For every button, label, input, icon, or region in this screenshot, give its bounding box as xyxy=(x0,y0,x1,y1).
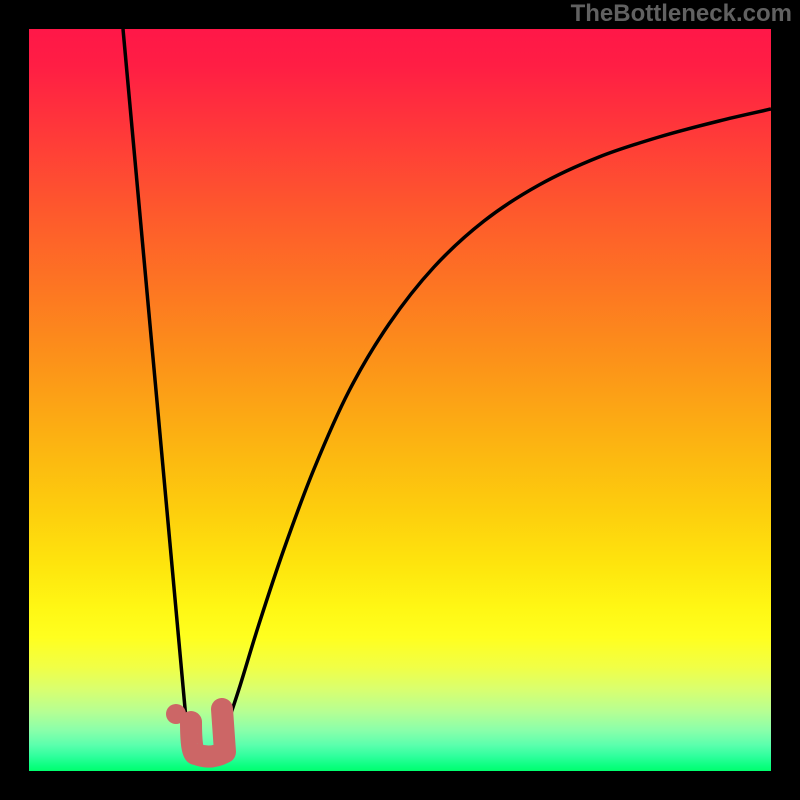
chart-container: TheBottleneck.com xyxy=(0,0,800,800)
watermark-text: TheBottleneck.com xyxy=(571,0,792,28)
gradient-background xyxy=(29,29,771,771)
plot-area xyxy=(29,29,771,771)
plot-svg xyxy=(29,29,771,771)
